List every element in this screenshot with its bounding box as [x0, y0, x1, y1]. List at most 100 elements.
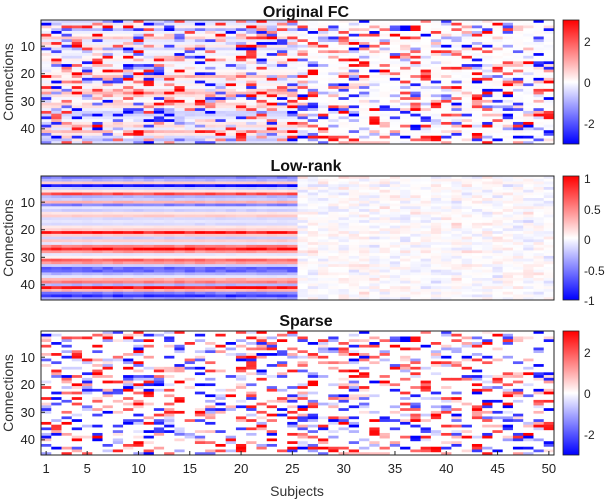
heatmap-cell: [102, 264, 114, 268]
heatmap-cell: [41, 203, 52, 207]
heatmap-cell: [276, 198, 288, 202]
heatmap-cell: [523, 33, 534, 37]
heatmap-cell: [82, 331, 93, 335]
heatmap-cell: [235, 195, 247, 199]
heatmap-cell: [92, 113, 103, 117]
heatmap-cell: [389, 350, 401, 354]
heatmap-cell: [420, 231, 432, 235]
heatmap-cell: [215, 44, 226, 48]
heatmap-cell: [225, 97, 237, 101]
heatmap-cell: [61, 176, 73, 180]
heatmap-cell: [492, 344, 503, 348]
heatmap-cell: [287, 75, 298, 79]
heatmap-cell: [492, 331, 503, 335]
heatmap-cell: [461, 138, 473, 142]
heatmap-cell: [205, 333, 216, 337]
heatmap-cell: [92, 214, 103, 218]
heatmap-cell: [174, 184, 185, 188]
heatmap-cell: [420, 138, 432, 142]
heatmap-cell: [235, 297, 247, 301]
heatmap-cell: [143, 66, 155, 70]
heatmap-cell: [71, 20, 83, 24]
heatmap-cell: [492, 130, 503, 134]
heatmap-cell: [71, 277, 83, 281]
heatmap-cell: [41, 127, 52, 131]
heatmap-cell: [112, 233, 124, 237]
heatmap-cell: [451, 94, 462, 98]
heatmap-cell: [400, 108, 411, 112]
heatmap-cell: [225, 233, 237, 237]
heatmap-cell: [533, 258, 544, 262]
heatmap-cell: [389, 228, 401, 232]
heatmap-cell: [369, 47, 380, 51]
heatmap-cell: [184, 66, 196, 70]
heatmap-cell: [471, 339, 483, 343]
heatmap-cell: [502, 184, 514, 188]
heatmap-cell: [61, 231, 73, 235]
heatmap-cell: [61, 342, 73, 346]
heatmap-cell: [492, 291, 503, 295]
heatmap-cell: [389, 353, 401, 357]
heatmap-cell: [51, 217, 62, 221]
heatmap-cell: [256, 94, 267, 98]
heatmap-cell: [471, 275, 483, 279]
panel-sparse: Sparse 10 20 30 40 Connections 1 5 10 15 20 2…: [0, 313, 595, 499]
heatmap-cell: [164, 31, 175, 35]
heatmap-cell: [338, 99, 350, 103]
heatmap-cell: [102, 99, 114, 103]
heatmap-cell: [71, 231, 83, 235]
heatmap-cell: [359, 250, 370, 254]
heatmap-cell: [328, 200, 339, 204]
heatmap-cell: [246, 336, 257, 340]
heatmap-cell: [389, 239, 401, 243]
heatmap-cell: [533, 55, 544, 59]
heatmap-cell: [471, 331, 483, 335]
heatmap-cell: [512, 66, 524, 70]
heatmap-cell: [41, 86, 52, 90]
heatmap-cell: [133, 61, 144, 65]
heatmap-cell: [492, 217, 503, 221]
heatmap-cell: [133, 80, 144, 84]
heatmap-cell: [287, 31, 298, 35]
heatmap-cell: [441, 217, 452, 221]
heatmap-cell: [174, 50, 185, 54]
heatmap-cell: [133, 55, 144, 59]
heatmap-cell: [523, 97, 534, 101]
heatmap-cell: [153, 189, 165, 193]
heatmap-cell: [471, 277, 483, 281]
heatmap-cell: [492, 269, 503, 273]
heatmap-cell: [174, 200, 185, 204]
heatmap-cell: [82, 102, 93, 106]
heatmap-cell: [512, 58, 524, 62]
heatmap-cell: [379, 198, 391, 202]
heatmap-cell: [410, 297, 421, 301]
heatmap-cell: [297, 198, 309, 202]
heatmap-cell: [461, 83, 473, 87]
heatmap-cell: [533, 269, 544, 273]
heatmap-cell: [318, 102, 329, 106]
heatmap-cell: [441, 294, 452, 298]
heatmap-cell: [523, 353, 534, 357]
heatmap-cell: [276, 253, 288, 257]
heatmap-cell: [215, 105, 226, 109]
y-tick-label: 40: [21, 277, 35, 292]
heatmap-cell: [389, 83, 401, 87]
heatmap-cell: [235, 80, 247, 84]
heatmap-cell: [123, 39, 134, 43]
heatmap-cell: [215, 220, 226, 224]
heatmap-cell: [174, 294, 185, 298]
heatmap-cell: [194, 119, 206, 123]
heatmap-cell: [482, 280, 493, 284]
heatmap-cell: [194, 350, 206, 354]
heatmap-cell: [184, 198, 196, 202]
heatmap-cell: [194, 44, 206, 48]
heatmap-cell: [451, 217, 462, 221]
heatmap-cell: [451, 99, 462, 103]
heatmap-cell: [71, 94, 83, 98]
heatmap-cell: [400, 55, 411, 59]
heatmap-cell: [502, 347, 514, 351]
heatmap-cell: [359, 286, 370, 290]
heatmap-cell: [369, 94, 380, 98]
heatmap-cell: [328, 275, 339, 279]
heatmap-cell: [143, 75, 155, 79]
